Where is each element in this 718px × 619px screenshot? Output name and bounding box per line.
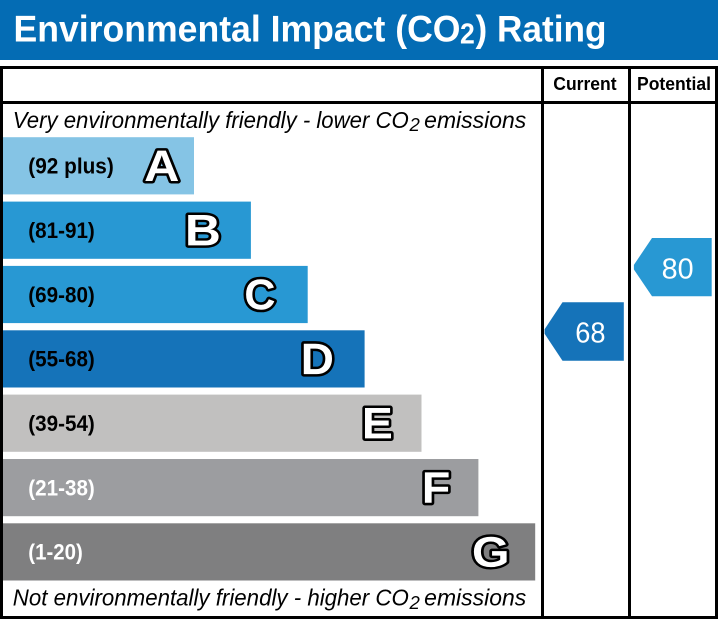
svg-text:68: 68 (575, 317, 605, 349)
svg-text:) Rating: ) Rating (476, 9, 607, 50)
svg-text:80: 80 (662, 253, 694, 285)
svg-text:2: 2 (408, 115, 419, 135)
svg-text:(1-20): (1-20) (28, 540, 83, 565)
svg-text:(55-68): (55-68) (28, 347, 95, 372)
svg-text:(81-91): (81-91) (28, 218, 95, 243)
svg-text:Potential: Potential (637, 73, 711, 94)
svg-text:(39-54): (39-54) (28, 411, 95, 436)
svg-text:(69-80): (69-80) (28, 282, 95, 307)
svg-text:(92 plus): (92 plus) (28, 154, 114, 179)
svg-text:Current: Current (553, 73, 617, 94)
svg-text:Environmental Impact (CO: Environmental Impact (CO (14, 9, 461, 50)
svg-text:2: 2 (460, 19, 475, 51)
svg-text:Very environmentally friendly: Very environmentally friendly - lower CO (13, 107, 409, 133)
svg-text:Not environmentally friendly -: Not environmentally friendly - higher CO (13, 585, 409, 611)
svg-text:emissions: emissions (424, 585, 526, 611)
svg-text:emissions: emissions (424, 107, 526, 133)
svg-text:2: 2 (408, 593, 419, 613)
svg-text:(21-38): (21-38) (28, 475, 95, 500)
